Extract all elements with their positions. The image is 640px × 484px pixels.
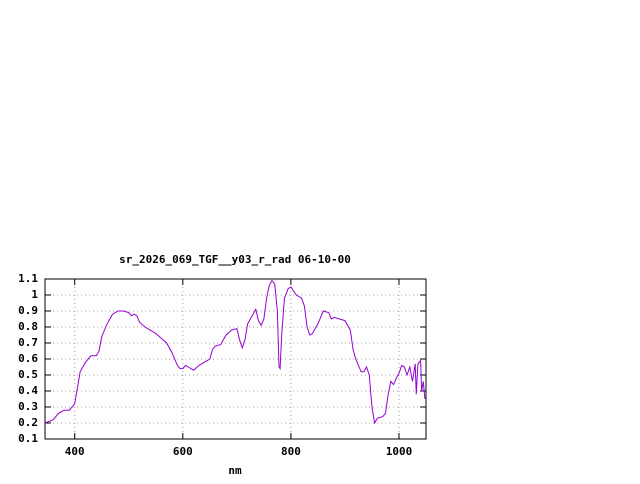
y-tick-label: 0.2 bbox=[18, 416, 38, 429]
chart-title: sr_2026_069_TGF__y03_r_rad 06-10-00 bbox=[119, 253, 351, 266]
x-tick-label: 400 bbox=[65, 445, 85, 458]
x-tick-label: 800 bbox=[281, 445, 301, 458]
data-line bbox=[44, 279, 426, 425]
y-tick-label: 0.7 bbox=[18, 336, 38, 349]
x-tick-label: 1000 bbox=[386, 445, 413, 458]
y-tick-label: 0.5 bbox=[18, 368, 38, 381]
x-tick-label: 600 bbox=[173, 445, 193, 458]
plot-frame bbox=[44, 278, 427, 440]
x-axis-label: nm bbox=[228, 464, 242, 477]
y-tick-label: 0.6 bbox=[18, 352, 38, 365]
y-tick-label: 1 bbox=[31, 288, 38, 301]
y-tick-label: 0.4 bbox=[18, 384, 38, 397]
y-tick-label: 0.9 bbox=[18, 304, 38, 317]
y-tick-label: 0.8 bbox=[18, 320, 38, 333]
y-tick-label: 0.1 bbox=[18, 432, 38, 445]
y-tick-label: 1.1 bbox=[18, 272, 38, 285]
y-tick-label: 0.3 bbox=[18, 400, 38, 413]
